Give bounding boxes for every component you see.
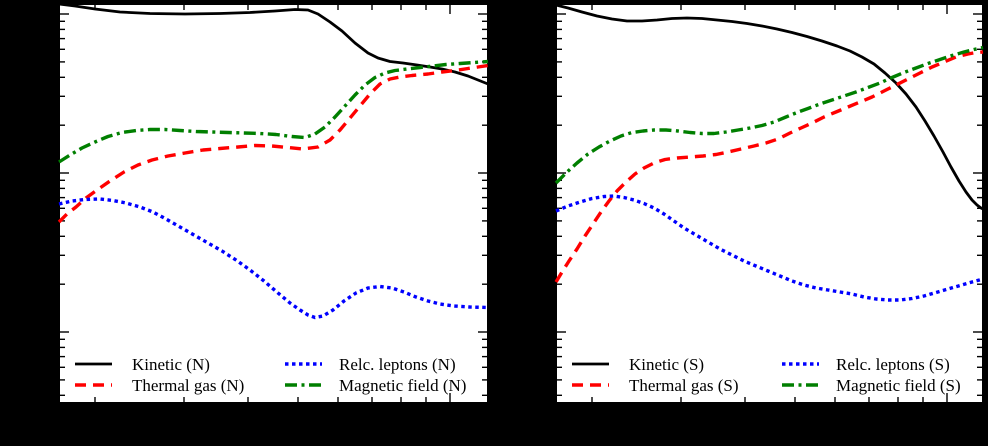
panel-south: Kinetic (S) Thermal gas (S) Relc. leptons …: [554, 3, 984, 404]
legend-entry-leptons-n: Relc. leptons (N): [285, 355, 456, 374]
legend-label: Thermal gas (S): [629, 376, 739, 395]
legend-label: Magnetic field (N): [339, 376, 466, 395]
series-magnetic-s: [554, 45, 984, 185]
axis-ticks: [557, 5, 982, 402]
legend-entry-kinetic-s: Kinetic (S): [572, 355, 704, 374]
panel-north: Kinetic (N) Thermal gas (N) Relc. leptons …: [57, 2, 489, 404]
legend-entry-thermal-n: Thermal gas (N): [75, 376, 244, 395]
series-leptons-s: [555, 194, 984, 302]
legend-label: Relc. leptons (N): [339, 355, 456, 374]
series-kinetic-n: [58, 2, 489, 86]
legend-label: Kinetic (S): [629, 355, 704, 374]
legend-entry-leptons-s: Relc. leptons (S): [782, 355, 950, 374]
legend-south: Kinetic (S) Thermal gas (S) Relc. leptons …: [572, 355, 961, 395]
series-leptons-n: [58, 197, 489, 320]
legend-north: Kinetic (N) Thermal gas (N) Relc. leptons …: [75, 355, 466, 395]
legend-label: Relc. leptons (S): [836, 355, 950, 374]
legend-label: Magnetic field (S): [836, 376, 961, 395]
series-thermal-s: [554, 50, 984, 283]
legend-label: Kinetic (N): [132, 355, 210, 374]
legend-label: Thermal gas (N): [132, 376, 244, 395]
series-magnetic-n: [58, 59, 489, 164]
legend-entry-thermal-s: Thermal gas (S): [572, 376, 739, 395]
legend-entry-kinetic-n: Kinetic (N): [75, 355, 210, 374]
axis-ticks: [60, 5, 487, 402]
legend-entry-magnetic-n: Magnetic field (N): [285, 376, 466, 395]
panel-frame: [555, 3, 984, 404]
series-kinetic-s: [555, 3, 984, 211]
series-thermal-n: [57, 63, 489, 224]
legend-entry-magnetic-s: Magnetic field (S): [782, 376, 961, 395]
